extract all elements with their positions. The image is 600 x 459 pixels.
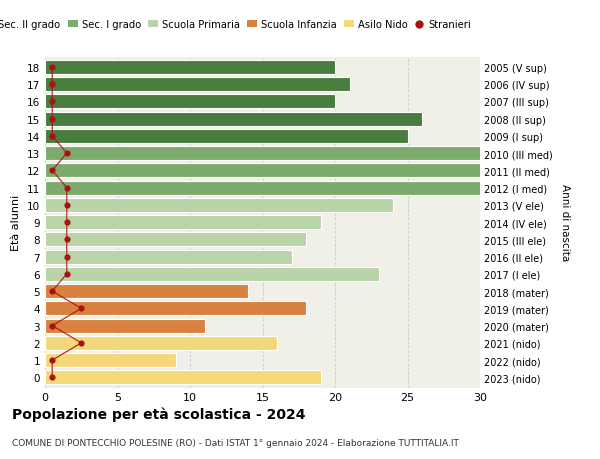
Point <box>47 322 57 330</box>
Bar <box>45 78 349 92</box>
Bar <box>45 198 393 213</box>
Y-axis label: Età alunni: Età alunni <box>11 195 22 251</box>
Bar <box>45 370 320 385</box>
Point <box>76 340 86 347</box>
Point <box>62 202 71 209</box>
Legend: Sec. II grado, Sec. I grado, Scuola Primaria, Scuola Infanzia, Asilo Nido, Stran: Sec. II grado, Sec. I grado, Scuola Prim… <box>0 16 475 34</box>
Bar <box>45 216 320 230</box>
Point <box>47 357 57 364</box>
Bar <box>45 250 292 264</box>
Point <box>62 270 71 278</box>
Bar <box>45 285 248 298</box>
Text: Popolazione per età scolastica - 2024: Popolazione per età scolastica - 2024 <box>12 406 305 421</box>
Point <box>47 116 57 123</box>
Text: COMUNE DI PONTECCHIO POLESINE (RO) - Dati ISTAT 1° gennaio 2024 - Elaborazione T: COMUNE DI PONTECCHIO POLESINE (RO) - Dat… <box>12 438 459 448</box>
Bar <box>45 267 379 281</box>
Bar <box>45 129 407 144</box>
Point <box>62 236 71 243</box>
Point <box>47 168 57 175</box>
Point <box>47 99 57 106</box>
Point <box>76 305 86 312</box>
Y-axis label: Anni di nascita: Anni di nascita <box>560 184 569 261</box>
Point <box>47 374 57 381</box>
Bar <box>45 233 306 247</box>
Bar <box>45 61 335 75</box>
Bar <box>45 147 523 161</box>
Point <box>47 288 57 295</box>
Bar <box>45 95 335 109</box>
Point <box>47 64 57 71</box>
Bar <box>45 353 176 367</box>
Bar <box>45 302 306 316</box>
Bar <box>45 319 205 333</box>
Point <box>62 185 71 192</box>
Point <box>62 150 71 157</box>
Bar <box>45 336 277 350</box>
Point <box>47 133 57 140</box>
Point <box>47 81 57 89</box>
Bar <box>45 181 523 195</box>
Point <box>62 253 71 261</box>
Point <box>62 219 71 226</box>
Bar <box>45 164 509 178</box>
Bar <box>45 112 422 126</box>
